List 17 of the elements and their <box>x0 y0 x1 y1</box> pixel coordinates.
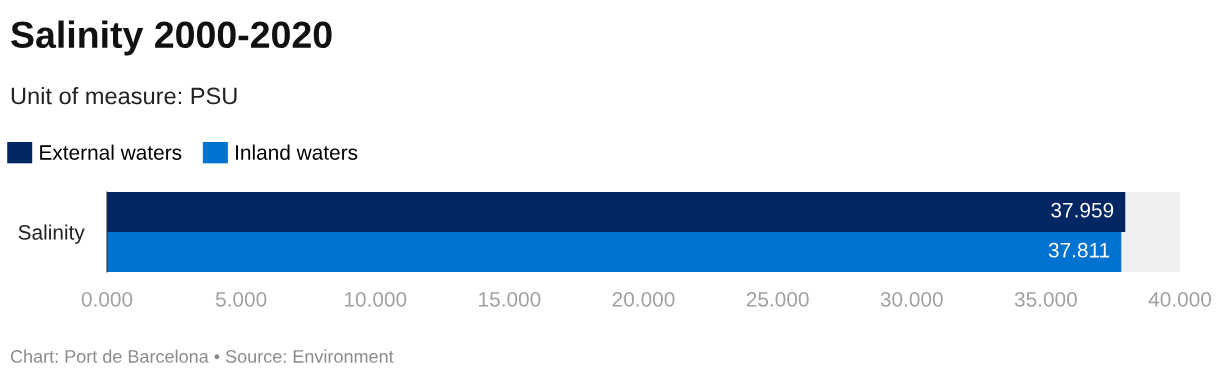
x-tick-label: 35.000 <box>1014 291 1077 307</box>
x-tick-label: 25.000 <box>746 291 809 307</box>
x-tick-label: 20.000 <box>612 291 675 307</box>
x-tick-label: 30.000 <box>880 291 943 307</box>
text: Chart: Port de Barcelona • Source: Environment <box>10 349 394 363</box>
chart-subtitle: Unit of measure: PSU <box>11 87 237 105</box>
data-label: 37.959 <box>1051 202 1114 218</box>
x-tick-label: 10.000 <box>344 291 407 307</box>
legend-label: Inland waters <box>236 144 358 160</box>
x-tick-label: 15.000 <box>479 291 541 307</box>
x-tick-label: 0.000 <box>81 291 133 307</box>
legend-label: External waters <box>40 144 182 160</box>
data-label: 37.811 <box>1048 242 1110 258</box>
y-tick-label: Salinity <box>18 224 85 244</box>
x-tick-label: 40.000 <box>1148 291 1212 307</box>
x-tick-label: 5.000 <box>215 291 267 307</box>
chart-title: Salinity 2000-2020 <box>11 20 332 56</box>
